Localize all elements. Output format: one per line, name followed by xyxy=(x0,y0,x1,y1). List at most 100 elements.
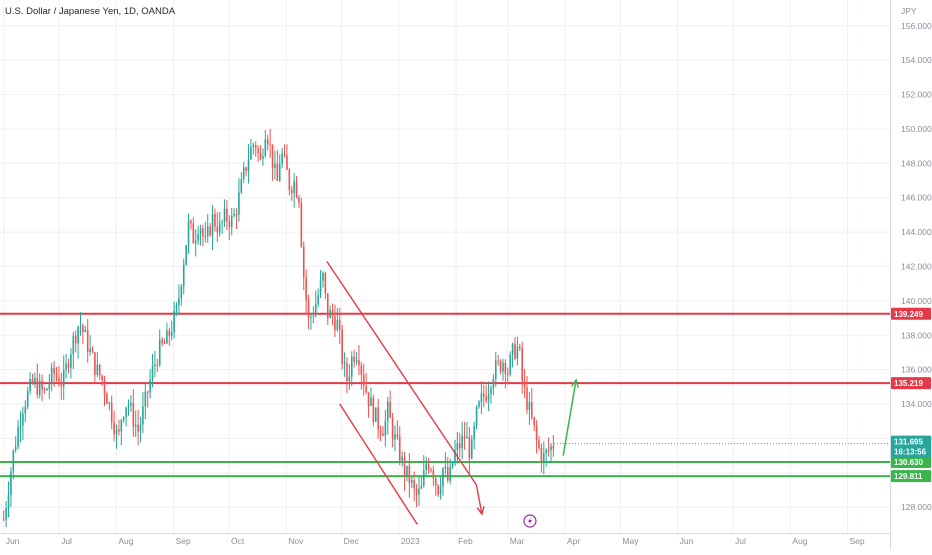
candle-body xyxy=(432,470,435,479)
candle-body xyxy=(98,364,101,376)
candle-body xyxy=(139,424,142,432)
y-tick-label: 146.000 xyxy=(901,193,932,203)
candle-body xyxy=(468,436,471,459)
lightning-icon xyxy=(527,517,532,525)
candle-body xyxy=(413,480,415,489)
candle-body xyxy=(362,374,365,386)
candle-body xyxy=(103,380,106,394)
candle-body xyxy=(530,402,533,418)
candle-body xyxy=(41,380,43,390)
candle-body xyxy=(238,192,240,215)
y-tick-label: 128.000 xyxy=(901,502,932,512)
candle-body xyxy=(149,379,151,393)
candle-body xyxy=(521,348,523,382)
candle-body xyxy=(487,394,490,401)
y-tick-label: 136.000 xyxy=(901,365,932,375)
x-tick-label: Aug xyxy=(118,536,133,546)
candle-body xyxy=(14,446,17,451)
x-tick-label: May xyxy=(622,536,639,546)
currency-label: JPY xyxy=(901,6,917,16)
candle-body xyxy=(235,214,238,216)
candle-body xyxy=(106,393,108,405)
candle-body xyxy=(314,303,317,316)
candle-body xyxy=(456,443,459,450)
candle-body xyxy=(10,471,12,495)
current-price-badge xyxy=(891,435,931,458)
x-tick-label: Aug xyxy=(792,536,807,546)
x-tick-label: Oct xyxy=(231,536,245,546)
candle-body xyxy=(473,426,475,440)
candle-body xyxy=(274,164,276,168)
candle-body xyxy=(461,435,463,449)
candle-body xyxy=(358,360,360,366)
candle-body xyxy=(437,485,439,495)
candle-body xyxy=(526,387,528,410)
candle-body xyxy=(271,144,274,168)
candle-body xyxy=(254,144,257,149)
candle-body xyxy=(401,456,403,461)
candle-body xyxy=(403,456,406,477)
candle-body xyxy=(197,234,199,241)
candle-body xyxy=(2,519,5,521)
candle-body xyxy=(206,226,209,237)
candle-body xyxy=(322,272,324,281)
y-tick-label: 138.000 xyxy=(901,330,932,340)
candle-body xyxy=(156,364,159,366)
level-badge-text: 129.811 xyxy=(894,472,923,481)
y-tick-label: 154.000 xyxy=(901,55,932,65)
candle-body xyxy=(211,213,214,236)
candle-body xyxy=(158,339,161,365)
candle-body xyxy=(499,361,502,372)
x-tick-label: Dec xyxy=(344,536,360,546)
candle-body xyxy=(144,391,147,407)
candle-body xyxy=(48,384,51,389)
level-badge-text: 139.249 xyxy=(894,310,923,319)
candle-body xyxy=(190,220,192,224)
symbol-title: U.S. Dollar / Japanese Yen, 1D, OANDA xyxy=(5,6,176,17)
candle-body xyxy=(245,167,247,171)
candle-body xyxy=(115,429,118,435)
candle-body xyxy=(58,377,60,385)
candle-body xyxy=(209,226,211,236)
x-axis[interactable]: Jun Jul Aug Sep Oct Nov Dec 2023 Feb Mar Apr May Jun… xyxy=(6,536,865,546)
candle-body xyxy=(377,407,379,430)
candle-body xyxy=(154,364,156,367)
candle-body xyxy=(214,213,216,227)
candle-body xyxy=(334,316,336,331)
x-tick-label: Mar xyxy=(510,536,525,546)
candle-body xyxy=(182,264,185,287)
candle-body xyxy=(298,197,300,203)
candle-body xyxy=(108,402,111,405)
candle-body xyxy=(242,167,245,180)
candle-body xyxy=(307,300,310,318)
candle-body xyxy=(38,380,41,395)
candle-body xyxy=(540,448,543,463)
candle-body xyxy=(504,362,507,374)
x-tick-label: Jul xyxy=(61,536,72,546)
candle-body xyxy=(324,272,327,294)
candle-body xyxy=(216,226,219,233)
candle-body xyxy=(262,155,264,159)
candle-body xyxy=(319,280,322,296)
candle-body xyxy=(384,420,387,436)
candle-body xyxy=(185,245,187,265)
candle-body xyxy=(286,155,288,170)
candle-body xyxy=(166,330,168,344)
candle-body xyxy=(492,378,495,389)
candle-body xyxy=(415,488,418,495)
candle-body xyxy=(113,422,115,435)
current-price-text: 131.695 xyxy=(894,438,923,447)
candle-body xyxy=(118,429,120,432)
event-marker[interactable] xyxy=(523,514,537,528)
x-tick-label: Sep xyxy=(850,536,865,546)
candle-body xyxy=(290,190,293,194)
candle-body xyxy=(89,348,91,353)
candle-body xyxy=(300,202,303,247)
candle-body xyxy=(302,246,305,278)
countdown-text: 16:13:56 xyxy=(894,448,927,457)
candle-body xyxy=(446,466,449,481)
candle-body xyxy=(389,401,391,418)
candle-body xyxy=(170,332,173,336)
candle-body xyxy=(523,381,526,388)
